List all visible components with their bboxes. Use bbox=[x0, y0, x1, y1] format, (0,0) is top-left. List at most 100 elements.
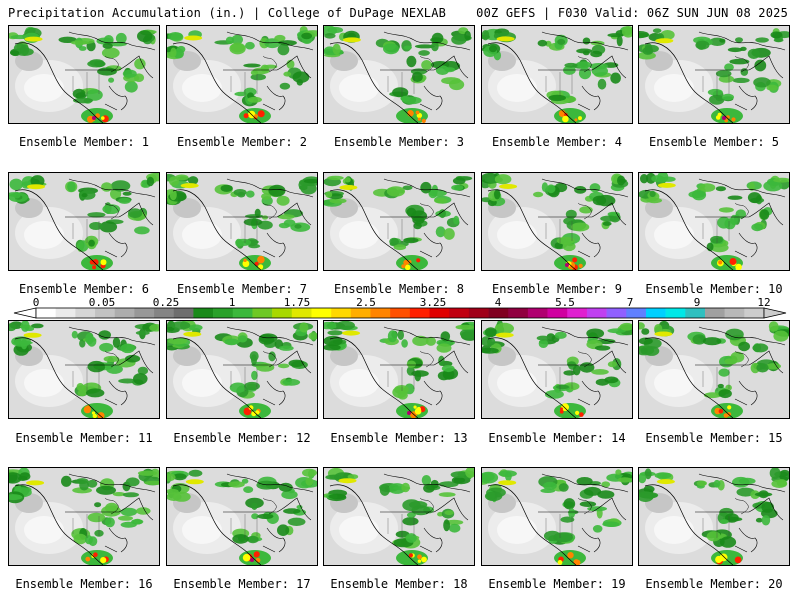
ensemble-label-19: Ensemble Member: 19 bbox=[488, 577, 626, 591]
colorbar-tick-label: 9 bbox=[693, 296, 701, 309]
colorbar-swatch bbox=[508, 308, 529, 318]
colorbar-swatch bbox=[252, 308, 273, 318]
precip-map bbox=[9, 468, 159, 565]
ensemble-label-12: Ensemble Member: 12 bbox=[173, 431, 311, 445]
colorbar-swatch bbox=[75, 308, 96, 318]
colorbar-tick-label: 1.75 bbox=[283, 296, 311, 309]
colorbar-min-arrow bbox=[13, 307, 37, 319]
ensemble-label-10: Ensemble Member: 10 bbox=[645, 282, 783, 296]
colorbar-swatch bbox=[567, 308, 588, 318]
ensemble-panel-7 bbox=[166, 172, 318, 271]
precip-map bbox=[167, 26, 317, 123]
colorbar-swatch bbox=[232, 308, 253, 318]
colorbar-tick-label: 1 bbox=[228, 296, 236, 309]
precip-map bbox=[324, 321, 474, 418]
colorbar-labels: 0 0.05 0.25 1 1.75 2.5 3.25 4 5.5 7 9 12 bbox=[0, 296, 800, 310]
ensemble-panel-19 bbox=[481, 467, 633, 566]
colorbar-swatch bbox=[154, 308, 175, 318]
precip-map bbox=[482, 26, 632, 123]
colorbar-swatch bbox=[193, 308, 214, 318]
ensemble-label-6: Ensemble Member: 6 bbox=[18, 282, 150, 296]
precip-map bbox=[324, 468, 474, 565]
ensemble-panel-15 bbox=[638, 320, 790, 419]
ensemble-label-8: Ensemble Member: 8 bbox=[333, 282, 465, 296]
colorbar-swatch bbox=[527, 308, 548, 318]
ensemble-panel-12 bbox=[166, 320, 318, 419]
ensemble-label-13: Ensemble Member: 13 bbox=[330, 431, 468, 445]
ensemble-panel-11 bbox=[8, 320, 160, 419]
colorbar-swatch bbox=[429, 308, 450, 318]
precip-map bbox=[167, 173, 317, 270]
ensemble-label-5: Ensemble Member: 5 bbox=[648, 135, 780, 149]
ensemble-label-18: Ensemble Member: 18 bbox=[330, 577, 468, 591]
precip-map bbox=[639, 468, 789, 565]
colorbar-tick-label: 3.25 bbox=[419, 296, 447, 309]
precip-map bbox=[482, 321, 632, 418]
colorbar-swatch bbox=[291, 308, 312, 318]
colorbar-swatch bbox=[488, 308, 509, 318]
ensemble-panel-18 bbox=[323, 467, 475, 566]
ensemble-label-7: Ensemble Member: 7 bbox=[176, 282, 308, 296]
ensemble-label-2: Ensemble Member: 2 bbox=[176, 135, 308, 149]
ensemble-label-14: Ensemble Member: 14 bbox=[488, 431, 626, 445]
ensemble-panel-9 bbox=[481, 172, 633, 271]
ensemble-label-3: Ensemble Member: 3 bbox=[333, 135, 465, 149]
precip-map bbox=[324, 173, 474, 270]
colorbar-swatch bbox=[390, 308, 411, 318]
colorbar-swatch bbox=[645, 308, 666, 318]
precip-map bbox=[167, 321, 317, 418]
colorbar-swatch bbox=[173, 308, 194, 318]
colorbar-swatch bbox=[272, 308, 293, 318]
ensemble-panel-14 bbox=[481, 320, 633, 419]
colorbar-swatch bbox=[606, 308, 627, 318]
precip-map bbox=[9, 26, 159, 123]
ensemble-panel-8 bbox=[323, 172, 475, 271]
precip-map bbox=[482, 468, 632, 565]
colorbar-swatch bbox=[331, 308, 352, 318]
ensemble-label-9: Ensemble Member: 9 bbox=[491, 282, 623, 296]
colorbar-swatch bbox=[370, 308, 391, 318]
colorbar-swatch bbox=[665, 308, 686, 318]
colorbar-tick-label: 0.05 bbox=[88, 296, 116, 309]
precip-map bbox=[9, 173, 159, 270]
title-left: Precipitation Accumulation (in.) | Colle… bbox=[8, 6, 447, 20]
precip-map bbox=[324, 26, 474, 123]
ensemble-panel-1 bbox=[8, 25, 160, 124]
colorbar-swatch bbox=[409, 308, 430, 318]
ensemble-panel-13 bbox=[323, 320, 475, 419]
ensemble-label-11: Ensemble Member: 11 bbox=[15, 431, 153, 445]
colorbar-swatch bbox=[685, 308, 706, 318]
colorbar-swatch bbox=[311, 308, 332, 318]
ensemble-panel-2 bbox=[166, 25, 318, 124]
colorbar-swatch bbox=[586, 308, 607, 318]
precip-map bbox=[9, 321, 159, 418]
colorbar-swatch bbox=[36, 308, 56, 318]
ensemble-panel-5 bbox=[638, 25, 790, 124]
ensemble-panel-4 bbox=[481, 25, 633, 124]
ensemble-label-15: Ensemble Member: 15 bbox=[645, 431, 783, 445]
ensemble-panel-17 bbox=[166, 467, 318, 566]
ensemble-label-16: Ensemble Member: 16 bbox=[15, 577, 153, 591]
ensemble-label-4: Ensemble Member: 4 bbox=[491, 135, 623, 149]
colorbar-tick-label: 5.5 bbox=[555, 296, 575, 309]
precip-map bbox=[482, 173, 632, 270]
colorbar-swatch bbox=[55, 308, 76, 318]
ensemble-panel-16 bbox=[8, 467, 160, 566]
colorbar-swatch bbox=[449, 308, 470, 318]
colorbar-swatch bbox=[547, 308, 568, 318]
colorbar-tick-label: 4 bbox=[494, 296, 502, 309]
colorbar-swatch bbox=[95, 308, 116, 318]
colorbar-swatch bbox=[626, 308, 647, 318]
precip-map bbox=[167, 468, 317, 565]
title-right: 00Z GEFS | F030 Valid: 06Z SUN JUN 08 20… bbox=[476, 6, 788, 20]
colorbar-tick-label: 0.25 bbox=[152, 296, 180, 309]
colorbar-swatch bbox=[134, 308, 155, 318]
ensemble-label-1: Ensemble Member: 1 bbox=[18, 135, 150, 149]
colorbar-swatch bbox=[468, 308, 489, 318]
ensemble-label-17: Ensemble Member: 17 bbox=[173, 577, 311, 591]
precip-map bbox=[639, 26, 789, 123]
colorbar-tick-label: 0 bbox=[32, 296, 40, 309]
ensemble-panel-6 bbox=[8, 172, 160, 271]
colorbar-swatch bbox=[114, 308, 135, 318]
colorbar-tick-label: 12 bbox=[757, 296, 771, 309]
